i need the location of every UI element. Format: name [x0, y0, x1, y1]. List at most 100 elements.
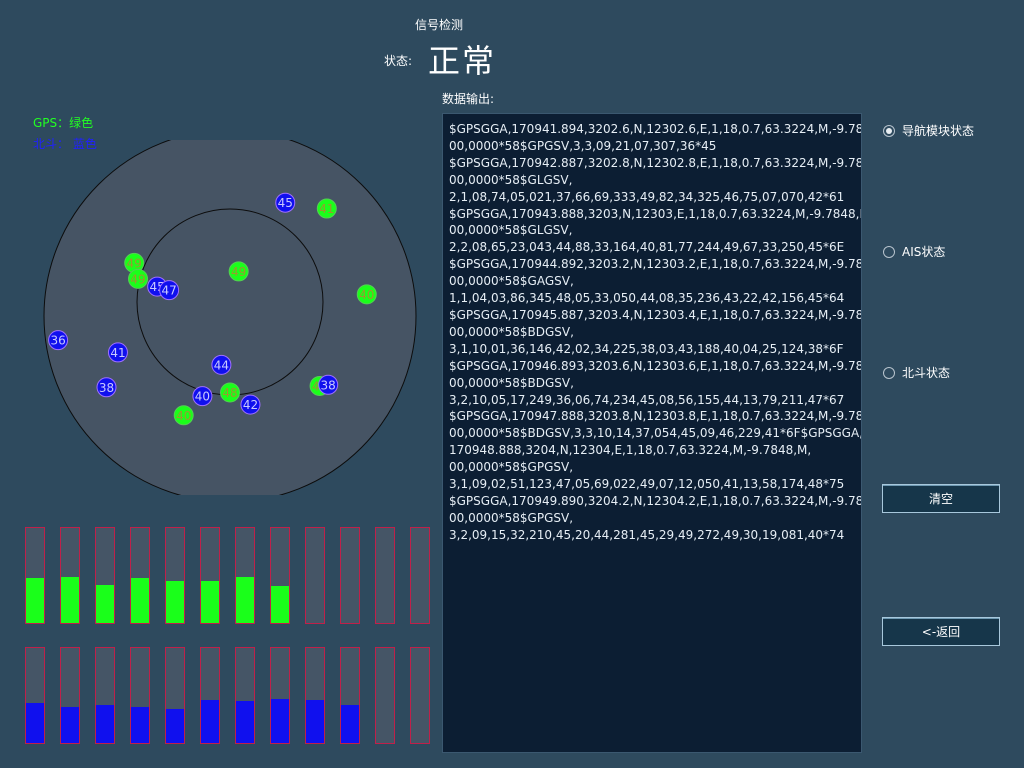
beidou-signal-bar-10	[340, 647, 360, 744]
satellite-beidou-0: 45	[275, 192, 296, 213]
radio-indicator[interactable]	[883, 366, 895, 379]
satellite-marker	[220, 382, 240, 403]
radio-nav-module-status[interactable]: 导航模块状态	[883, 122, 974, 139]
satellite-label: 47	[161, 284, 176, 298]
sky-plot: 454149494945474036413844403840484240	[43, 140, 417, 495]
status-label: 状态:	[384, 54, 413, 68]
sky-outer-ring	[43, 140, 417, 495]
signal-bar-fill	[96, 705, 114, 743]
satellite-beidou-8: 36	[48, 330, 69, 351]
satellite-marker	[107, 342, 128, 363]
satellite-marker	[316, 198, 337, 219]
satellite-marker	[228, 261, 249, 282]
satellite-beidou-13: 38	[318, 374, 339, 395]
signal-bar-fill	[131, 706, 149, 743]
beidou-signal-bar-3	[95, 647, 115, 744]
beidou-signal-bar-9	[305, 647, 325, 744]
satellite-marker	[275, 192, 296, 213]
satellite-label: 40	[195, 390, 210, 404]
beidou-signal-bar-4	[130, 647, 150, 744]
satellite-marker	[159, 280, 180, 301]
satellite-label: 38	[321, 378, 336, 392]
satellite-marker	[356, 284, 377, 305]
satellite-label: 49	[130, 272, 145, 286]
beidou-signal-bar-12	[410, 647, 430, 744]
radio-indicator[interactable]	[883, 124, 895, 137]
beidou-signal-bar-11	[375, 647, 395, 744]
gps-signal-bar-8	[270, 527, 290, 624]
radio-label: 导航模块状态	[902, 124, 975, 138]
gps-signal-bar-2	[60, 527, 80, 624]
gps-signal-bar-10	[340, 527, 360, 624]
signal-bar-fill	[236, 701, 254, 743]
satellite-marker	[192, 386, 213, 407]
signal-bar-fill	[61, 577, 79, 623]
beidou-signal-bar-1	[25, 647, 45, 744]
satellite-label: 40	[176, 409, 191, 423]
signal-bar-fill	[166, 708, 184, 743]
satellite-beidou-6: 47	[159, 280, 180, 301]
radio-ais-status[interactable]: AIS状态	[883, 243, 945, 260]
signal-bar-fill	[201, 581, 219, 623]
gps-signal-bar-6	[200, 527, 220, 624]
legend-beidou: 北斗： 蓝色	[33, 137, 97, 151]
satellite-label: 41	[110, 346, 125, 360]
gps-signal-bar-3	[95, 527, 115, 624]
satellite-gps-4: 49	[128, 268, 149, 289]
legend-gps: GPS：绿色	[33, 116, 94, 130]
beidou-signal-bar-2	[60, 647, 80, 744]
signal-bar-fill	[26, 703, 44, 743]
gps-signal-bar-5	[165, 527, 185, 624]
gps-signal-bar-9	[305, 527, 325, 624]
satellite-label: 41	[319, 202, 334, 216]
satellite-beidou-11: 44	[211, 354, 232, 375]
radio-beidou-status[interactable]: 北斗状态	[883, 364, 950, 381]
satellite-gps-7: 40	[356, 284, 377, 305]
gps-signal-bar-12	[410, 527, 430, 624]
satellite-label: 36	[50, 334, 65, 348]
page-title: 信号检测	[415, 18, 464, 32]
satellite-marker	[48, 330, 69, 351]
status-value: 正常	[428, 42, 497, 80]
beidou-signal-bar-7	[235, 647, 255, 744]
beidou-signal-bar-5	[165, 647, 185, 744]
satellite-label: 40	[359, 288, 374, 302]
satellite-label: 44	[214, 358, 229, 372]
satellite-layer: 454149494945474036413844403840484240	[48, 192, 377, 426]
satellite-beidou-14: 40	[192, 386, 213, 407]
radio-indicator[interactable]	[883, 245, 895, 258]
clear-button[interactable]: 清空	[882, 484, 1000, 513]
beidou-signal-bar-6	[200, 647, 220, 744]
signal-bar-fill	[306, 700, 324, 743]
signal-bar-fill	[341, 705, 359, 743]
back-button[interactable]: <-返回	[882, 617, 1000, 646]
gps-signal-bar-11	[375, 527, 395, 624]
signal-bar-fill	[61, 706, 79, 743]
satellite-label: 42	[243, 398, 258, 412]
satellite-marker	[240, 394, 261, 415]
signal-bar-fill	[96, 585, 114, 623]
satellite-label: 49	[127, 256, 142, 270]
radio-label: AIS状态	[902, 245, 946, 259]
satellite-beidou-10: 38	[96, 377, 117, 398]
satellite-gps-1: 41	[316, 198, 337, 219]
beidou-signal-bar-8	[270, 647, 290, 744]
satellite-label: 38	[99, 381, 114, 395]
satellite-label: 49	[231, 265, 246, 279]
output-label: 数据输出:	[442, 92, 495, 106]
signal-bar-fill	[201, 700, 219, 743]
gps-signal-bar-4	[130, 527, 150, 624]
satellite-marker	[318, 374, 339, 395]
satellite-beidou-9: 41	[107, 342, 128, 363]
signal-bar-fill	[26, 578, 44, 623]
satellite-marker	[128, 268, 149, 289]
satellite-gps-2: 49	[228, 261, 249, 282]
satellite-marker	[173, 405, 194, 426]
satellite-marker	[211, 354, 232, 375]
signal-bar-fill	[236, 577, 254, 623]
satellite-gps-17: 40	[173, 405, 194, 426]
satellite-gps-15: 48	[220, 382, 240, 403]
radio-label: 北斗状态	[902, 366, 951, 380]
satellite-beidou-16: 42	[240, 394, 261, 415]
data-output-box[interactable]: $GPSGGA,170941.894,3202.6,N,12302.6,E,1,…	[442, 113, 862, 753]
